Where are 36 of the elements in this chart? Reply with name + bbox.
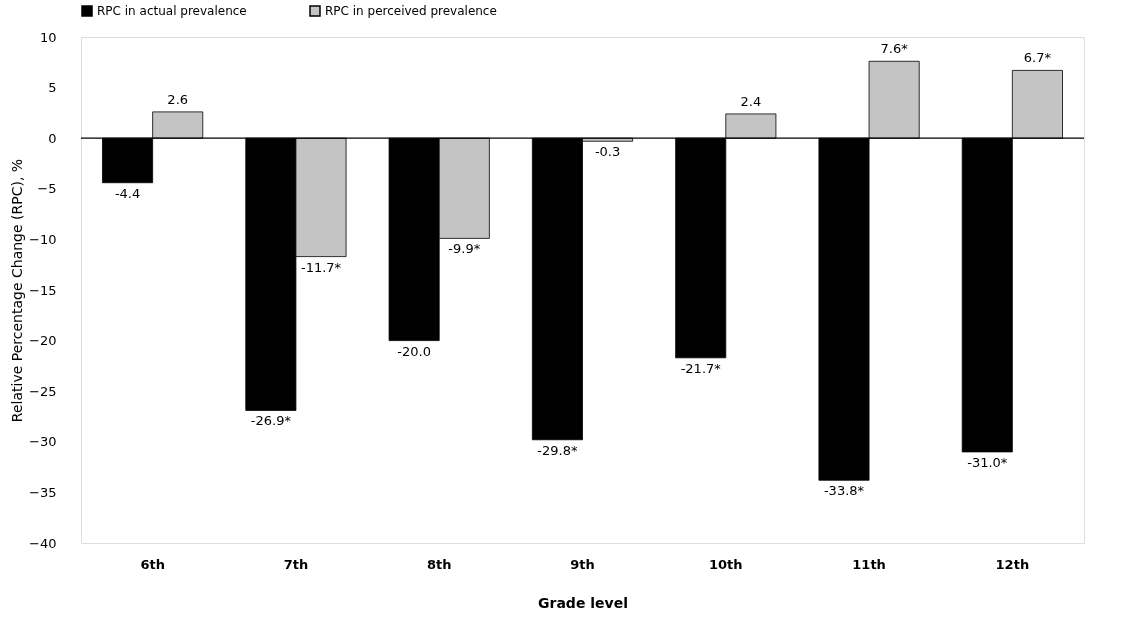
x-tick-label: 8th	[426, 556, 452, 572]
data-label: -0.3	[594, 144, 621, 160]
x-tick-label: 9th	[570, 556, 595, 572]
y-tick-label: −25	[29, 383, 57, 399]
y-tick-label: −40	[29, 535, 57, 551]
y-tick-label: −15	[29, 282, 57, 298]
y-tick-label: −20	[29, 333, 57, 349]
x-tick-label: 10th	[709, 556, 743, 572]
data-label: 2.6	[167, 91, 189, 107]
y-tick-label: −30	[29, 434, 57, 450]
data-label: 6.7*	[1023, 50, 1052, 66]
data-label: -20.0	[397, 343, 431, 359]
legend-label: RPC in actual prevalence	[97, 4, 247, 18]
data-label: 2.4	[740, 93, 762, 109]
y-axis-title: Relative Percentage Change (RPC), %	[9, 158, 26, 423]
data-label: -11.7*	[300, 259, 342, 275]
data-label: -29.8*	[537, 442, 578, 458]
x-tick-label: 11th	[852, 556, 886, 572]
x-axis-title: Grade level	[538, 594, 628, 611]
legend-label: RPC in perceived prevalence	[325, 4, 497, 18]
x-tick-label: 6th	[140, 556, 165, 572]
y-tick-label: 10	[39, 29, 57, 45]
data-label: -9.9*	[448, 241, 481, 257]
y-tick-label: −10	[29, 231, 57, 247]
data-label: -31.0*	[967, 454, 1008, 470]
data-label: -26.9*	[250, 413, 292, 429]
y-tick-label: −5	[37, 181, 57, 197]
data-label: -21.7*	[680, 360, 722, 376]
data-label: 7.6*	[880, 41, 909, 57]
y-tick-label: 5	[48, 80, 57, 96]
y-tick-label: −35	[29, 484, 57, 500]
data-label: -33.8*	[823, 483, 865, 499]
data-label: -4.4	[114, 185, 141, 201]
x-tick-label: 12th	[995, 556, 1030, 572]
x-tick-label: 7th	[283, 556, 309, 572]
y-tick-label: 0	[48, 130, 57, 146]
